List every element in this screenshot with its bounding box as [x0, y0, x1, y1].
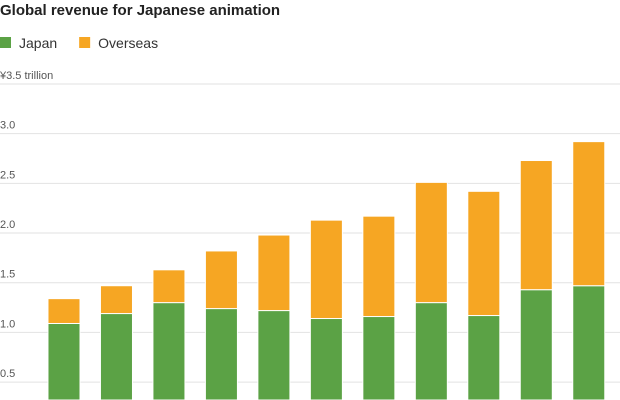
y-tick-label: 1.5 — [0, 269, 15, 281]
legend-label: Overseas — [98, 35, 158, 51]
legend-label: Japan — [19, 35, 57, 51]
bar-segment — [152, 269, 186, 304]
bar-segment — [572, 285, 606, 400]
bar-segment — [362, 316, 396, 400]
bar-segment — [47, 298, 81, 324]
bar-segment — [572, 141, 606, 287]
bar-segment — [204, 250, 238, 310]
bar-segment — [414, 302, 448, 400]
bar-segment — [152, 302, 186, 400]
bar-segment — [519, 160, 553, 291]
y-tick-label: ¥3.5 trillion — [0, 70, 53, 82]
bar-segment — [99, 285, 133, 315]
bar-segment — [467, 190, 501, 317]
legend-swatch — [79, 37, 91, 48]
bar-segment — [519, 289, 553, 400]
bar-segment — [99, 313, 133, 400]
bar-segment — [309, 219, 343, 320]
bar-segment — [467, 315, 501, 400]
bar-segment — [414, 181, 448, 304]
bar-segment — [204, 308, 238, 400]
y-tick-label: 3.0 — [0, 120, 15, 132]
y-tick-label: 2.0 — [0, 219, 15, 231]
bar-segment — [257, 234, 291, 312]
bar-segment — [257, 310, 291, 400]
chart-title: Global revenue for Japanese animation — [0, 2, 280, 19]
bar-segment — [47, 322, 81, 400]
legend-swatch — [0, 37, 11, 48]
bar-segment — [309, 318, 343, 400]
y-tick-label: 2.5 — [0, 169, 15, 181]
bar-segment — [362, 215, 396, 318]
y-tick-label: 1.0 — [0, 318, 15, 330]
y-tick-label: 0.5 — [0, 368, 15, 380]
